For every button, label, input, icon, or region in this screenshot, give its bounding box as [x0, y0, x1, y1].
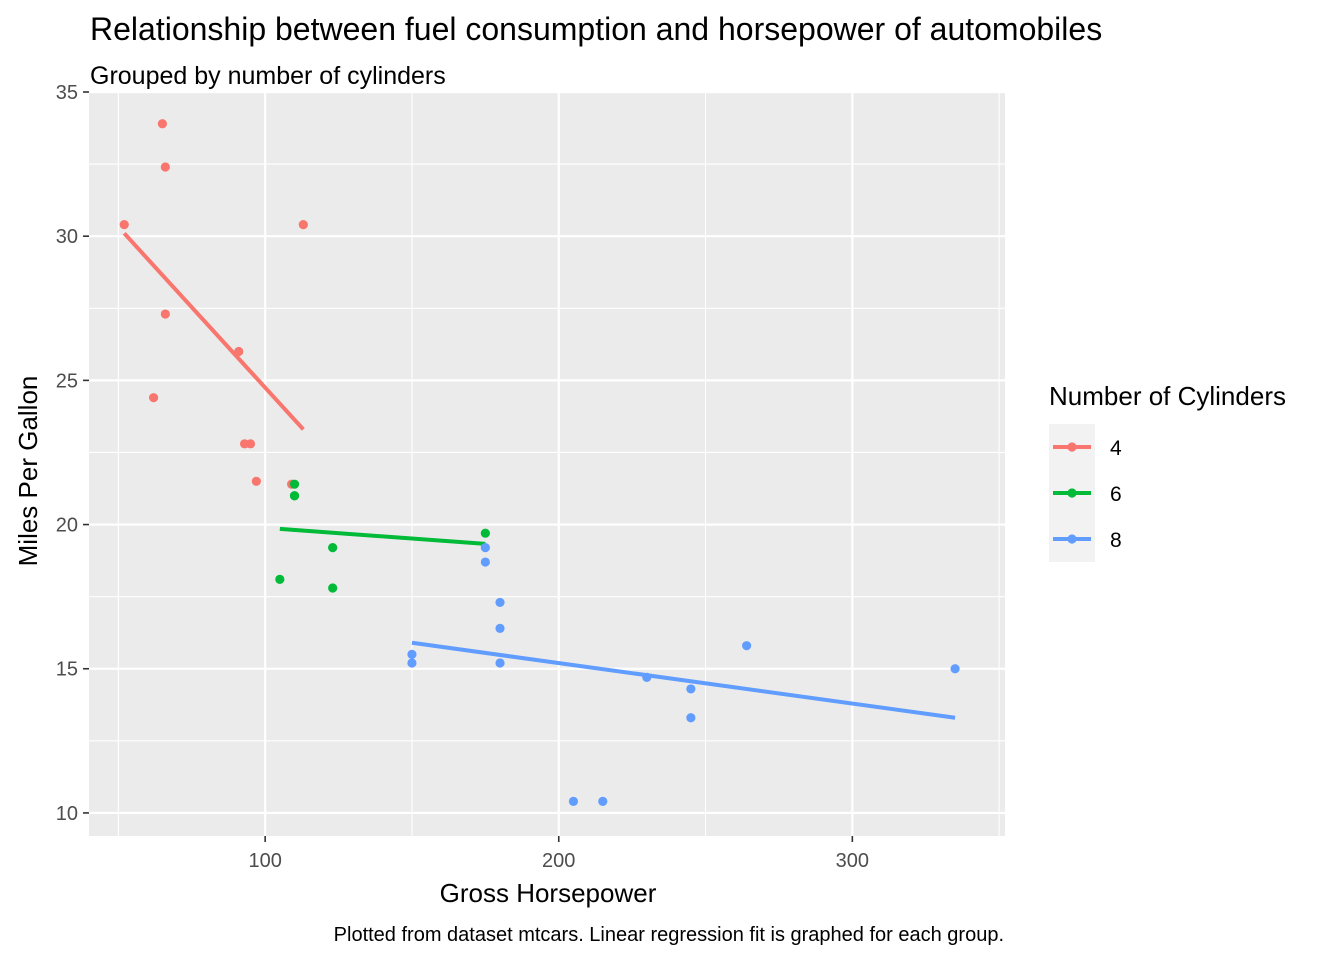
- data-points: [119, 119, 960, 806]
- data-point-4: [245, 439, 256, 449]
- legend-point-6: [1067, 488, 1077, 498]
- y-tick-label: 25: [56, 370, 78, 392]
- y-axis-title: Miles Per Gallon: [13, 376, 43, 567]
- legend-label-4: 4: [1110, 437, 1122, 460]
- legend-point-8: [1067, 534, 1077, 544]
- y-tick-label: 10: [56, 803, 78, 825]
- legend: Number of Cylinders 4 6 8: [1049, 381, 1286, 562]
- data-point-4: [119, 220, 129, 230]
- x-tick-label: 200: [542, 850, 575, 872]
- data-point-8: [407, 658, 417, 668]
- data-point-6: [328, 543, 338, 553]
- data-point-8: [686, 684, 696, 694]
- y-tick-label: 15: [56, 659, 78, 681]
- data-point-8: [495, 623, 505, 633]
- y-tick-label: 20: [56, 515, 78, 537]
- legend-entries: 4 6 8: [1049, 424, 1122, 562]
- legend-title: Number of Cylinders: [1049, 381, 1286, 411]
- chart-title: Relationship between fuel consumption an…: [90, 11, 1102, 47]
- data-point-8: [407, 649, 417, 659]
- x-tick-label: 100: [248, 850, 281, 872]
- regression-line-8: [411, 640, 956, 720]
- data-point-6: [289, 479, 300, 489]
- data-point-4: [157, 119, 167, 129]
- data-point-8: [495, 597, 505, 608]
- data-point-4: [160, 309, 170, 319]
- data-point-6: [480, 528, 490, 538]
- data-point-8: [642, 672, 652, 682]
- plot-panel: [89, 92, 1005, 836]
- data-point-8: [742, 641, 752, 651]
- data-point-4: [298, 220, 308, 230]
- data-point-8: [950, 664, 960, 674]
- panel-background: [89, 92, 1005, 836]
- data-point-4: [160, 162, 170, 172]
- regression-lines: [122, 231, 956, 720]
- chart-caption: Plotted from dataset mtcars. Linear regr…: [334, 924, 1004, 946]
- x-axis-title: Gross Horsepower: [440, 878, 657, 908]
- chart-subtitle: Grouped by number of cylinders: [90, 62, 446, 90]
- data-point-4: [251, 476, 261, 486]
- y-axis: 10 15 20 25 30 35: [56, 82, 89, 825]
- legend-point-4: [1067, 442, 1077, 452]
- data-point-8: [480, 557, 490, 567]
- data-point-6: [328, 583, 338, 593]
- data-point-8: [568, 796, 579, 806]
- legend-label-8: 8: [1110, 529, 1122, 552]
- data-point-8: [495, 658, 505, 668]
- data-point-4: [234, 346, 244, 357]
- regression-line-6: [279, 526, 486, 546]
- y-tick-label: 35: [56, 82, 78, 104]
- regression-line-4: [122, 231, 305, 431]
- data-point-6: [275, 574, 285, 584]
- legend-label-6: 6: [1110, 483, 1122, 506]
- data-point-8: [686, 713, 696, 723]
- data-point-8: [480, 543, 490, 553]
- x-axis: 100 200 300: [248, 836, 869, 872]
- x-tick-label: 300: [836, 850, 869, 872]
- data-point-8: [598, 796, 608, 806]
- data-point-6: [289, 491, 300, 501]
- data-point-4: [148, 393, 159, 403]
- y-tick-label: 30: [56, 226, 78, 248]
- gridlines: [89, 90, 1005, 836]
